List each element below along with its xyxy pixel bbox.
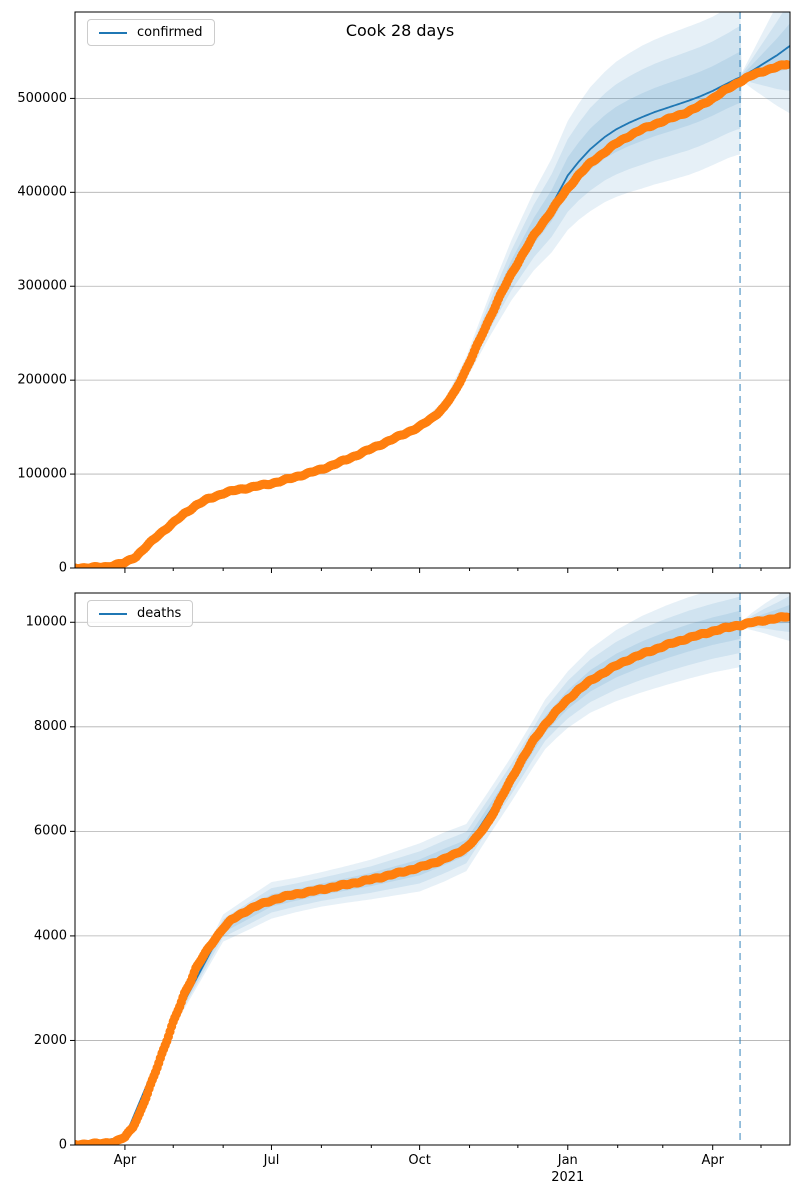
- legend-label-deaths: deaths: [137, 606, 182, 621]
- chart-title: Cook 28 days: [345, 21, 455, 40]
- legend-line-sample-deaths: [99, 612, 127, 615]
- legend-confirmed: confirmed: [87, 19, 215, 46]
- legend-deaths: deaths: [87, 600, 194, 627]
- legend-line-sample-confirmed: [99, 31, 127, 34]
- legend-label-confirmed: confirmed: [137, 25, 203, 40]
